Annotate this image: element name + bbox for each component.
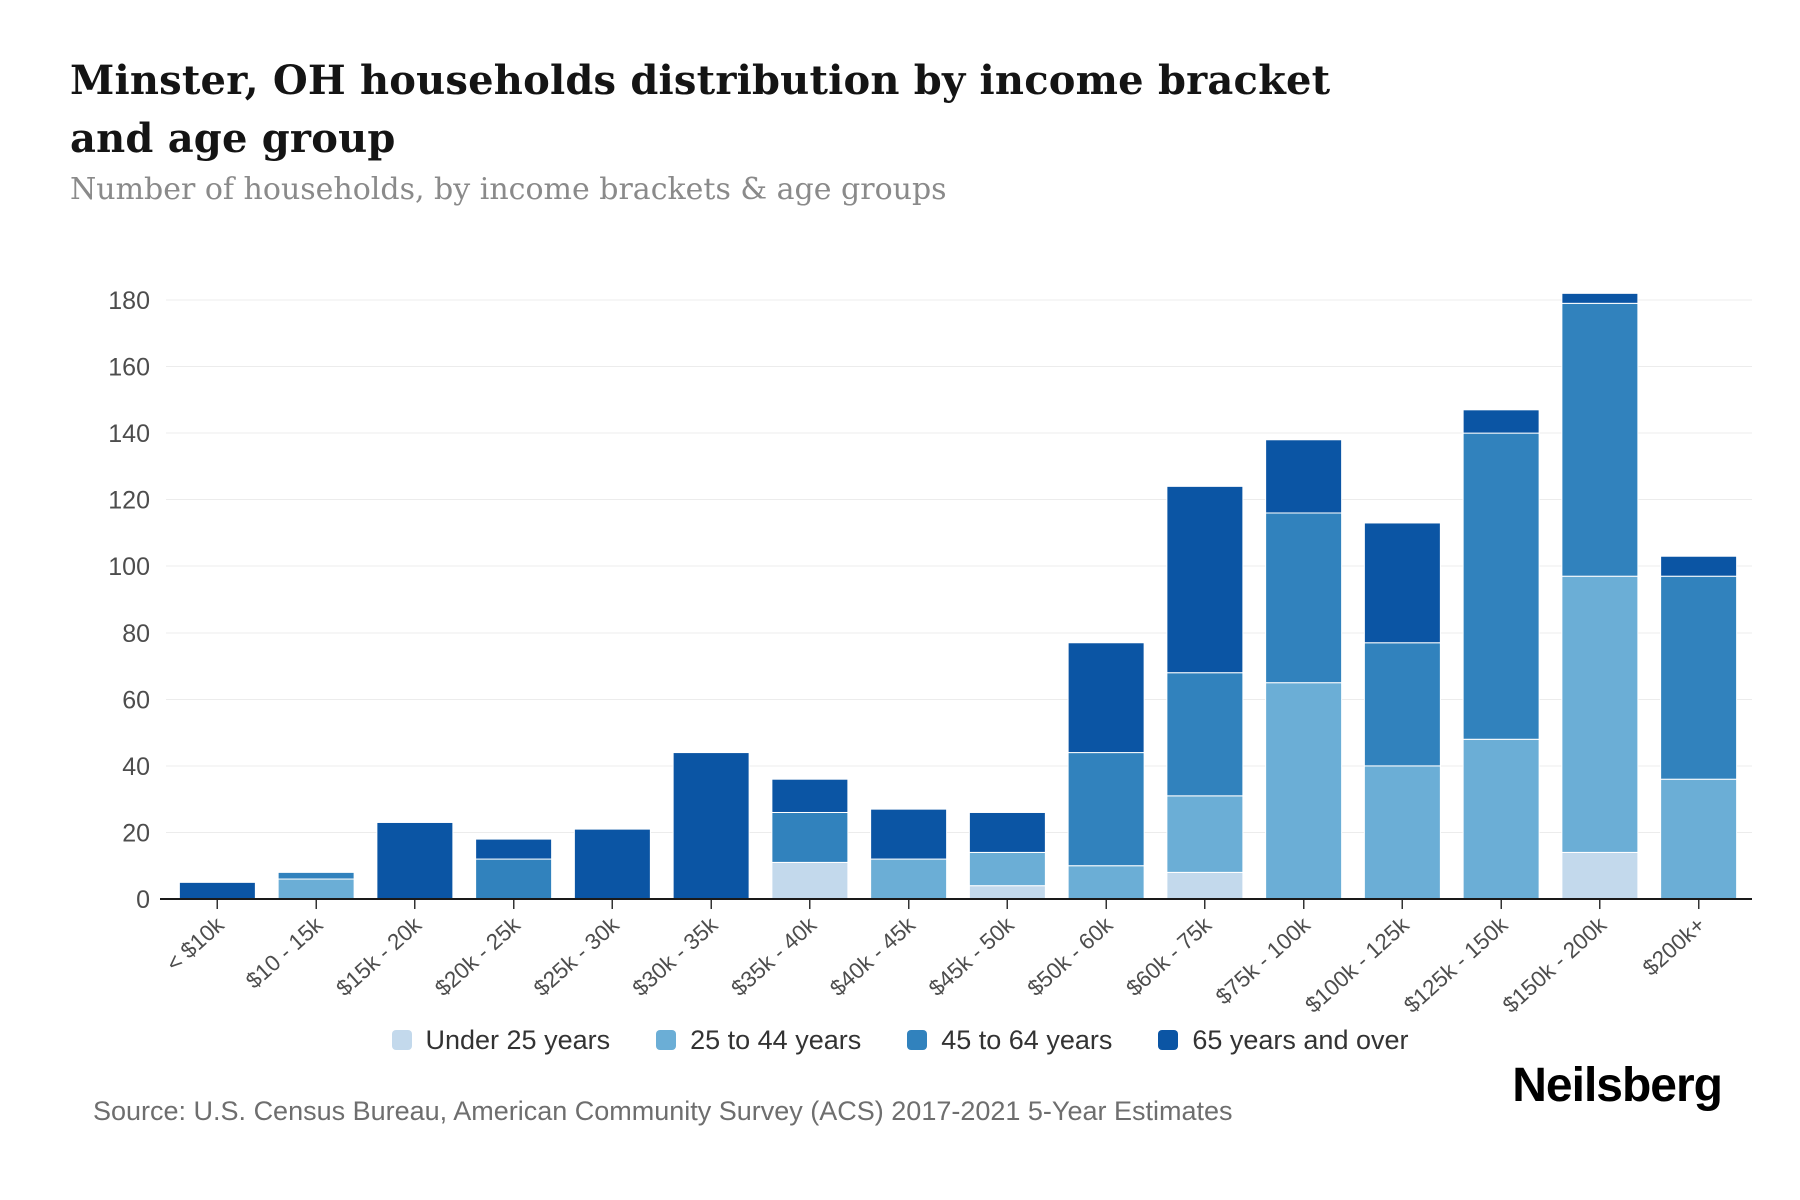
y-axis-tick-label: 80 bbox=[122, 620, 150, 648]
x-axis-category-label: $60k - 75k bbox=[1121, 912, 1216, 1001]
page-subtitle: Number of households, by income brackets… bbox=[70, 172, 947, 207]
x-axis-category-label: $125k - 150k bbox=[1399, 912, 1513, 1012]
bar-segment[interactable] bbox=[771, 811, 849, 863]
bar-segment[interactable] bbox=[1067, 752, 1145, 867]
bar-segment[interactable] bbox=[1462, 432, 1540, 740]
chart-area: 0 20 40 60 80 100 120 140 160 180 < $10k $10 - 15k $… bbox=[0, 232, 1800, 1018]
bar-segment[interactable] bbox=[1166, 672, 1244, 797]
y-axis-tick-label: 100 bbox=[108, 553, 150, 581]
bar-segment[interactable] bbox=[573, 828, 651, 900]
y-axis-tick-label: 40 bbox=[122, 753, 150, 781]
x-axis-category-label: $200k+ bbox=[1638, 912, 1710, 980]
bar-segment[interactable] bbox=[1561, 302, 1639, 577]
bar-segment[interactable] bbox=[277, 871, 355, 880]
y-axis-tick-label: 140 bbox=[108, 420, 150, 448]
bar-segment[interactable] bbox=[771, 778, 849, 813]
source-note: Source: U.S. Census Bureau, American Com… bbox=[93, 1096, 1233, 1126]
bar-segment[interactable] bbox=[1561, 292, 1639, 304]
legend-label: 25 to 44 years bbox=[690, 1024, 862, 1055]
bar-segment[interactable] bbox=[1363, 765, 1441, 900]
x-axis-category-label: $20k - 25k bbox=[430, 912, 525, 1001]
bar-segment[interactable] bbox=[475, 838, 553, 860]
legend-swatch-icon bbox=[391, 1030, 412, 1050]
bar-segment[interactable] bbox=[771, 861, 849, 900]
bar-segment[interactable] bbox=[277, 878, 355, 900]
y-axis-tick-label: 120 bbox=[108, 487, 150, 515]
bar-segment[interactable] bbox=[1265, 512, 1343, 684]
x-axis-category-label: $75k - 100k bbox=[1211, 912, 1316, 1010]
bar-segment[interactable] bbox=[1660, 778, 1738, 900]
x-axis-category-label: $10 - 15k bbox=[241, 912, 328, 994]
bar-segment[interactable] bbox=[672, 752, 750, 900]
legend-swatch-icon bbox=[656, 1030, 677, 1050]
bar-segment[interactable] bbox=[1561, 851, 1639, 900]
y-axis-tick-label: 0 bbox=[136, 886, 150, 914]
legend-swatch-icon bbox=[1158, 1030, 1179, 1050]
bar-segment[interactable] bbox=[178, 881, 256, 900]
legend-item-45-to-64-years[interactable]: 45 to 64 years bbox=[907, 1025, 1112, 1056]
bar-segment[interactable] bbox=[968, 885, 1046, 900]
legend-label: Under 25 years bbox=[425, 1024, 611, 1055]
bar-segment[interactable] bbox=[1462, 738, 1540, 900]
bar-segment[interactable] bbox=[1166, 485, 1244, 674]
x-axis-category-label: $15k - 20k bbox=[331, 912, 426, 1001]
bar-segment[interactable] bbox=[870, 858, 948, 900]
bar-segment[interactable] bbox=[1561, 575, 1639, 853]
x-axis-category-label: $40k - 45k bbox=[825, 912, 920, 1001]
y-axis-tick-label: 160 bbox=[108, 354, 150, 382]
x-axis-category-label: < $10k bbox=[161, 912, 229, 977]
legend-item-65-years-and-over[interactable]: 65 years and over bbox=[1158, 1024, 1409, 1056]
bar-segment[interactable] bbox=[376, 821, 454, 900]
bar-segment[interactable] bbox=[1363, 522, 1441, 644]
bar-segment[interactable] bbox=[1462, 409, 1540, 434]
legend-item-25-to-44-years[interactable]: 25 to 44 years bbox=[656, 1025, 861, 1056]
x-axis-category-label: $25k - 30k bbox=[529, 912, 624, 1001]
chart-legend: Under 25 years 25 to 44 years 45 to 64 yea… bbox=[0, 1012, 1800, 1068]
bar-segment[interactable] bbox=[1660, 575, 1738, 780]
x-axis-category-label: $35k - 40k bbox=[726, 912, 821, 1001]
x-axis-category-label: $30k - 35k bbox=[628, 912, 723, 1001]
x-axis-category-label: $45k - 50k bbox=[924, 912, 1019, 1001]
y-axis-tick-label: 60 bbox=[122, 686, 150, 714]
neilsberg-logo: Neilsberg bbox=[1512, 1059, 1723, 1112]
x-axis-category-label: $100k - 125k bbox=[1300, 912, 1414, 1012]
bar-segment[interactable] bbox=[1067, 865, 1145, 900]
bar-segment[interactable] bbox=[1166, 871, 1244, 900]
bar-segment[interactable] bbox=[1660, 555, 1738, 577]
legend-swatch-icon bbox=[907, 1030, 928, 1050]
bar-segment[interactable] bbox=[1265, 682, 1343, 900]
y-axis-tick-label: 20 bbox=[122, 819, 150, 847]
page-title: Minster, OH households distribution by i… bbox=[70, 57, 1331, 162]
x-axis-category-label: $150k - 200k bbox=[1498, 912, 1612, 1012]
bar-segment[interactable] bbox=[870, 808, 948, 860]
x-axis-category-label: $50k - 60k bbox=[1023, 912, 1118, 1001]
legend-label: 65 years and over bbox=[1192, 1024, 1409, 1055]
bar-segment[interactable] bbox=[1166, 795, 1244, 873]
bar-segment[interactable] bbox=[968, 851, 1046, 887]
bar-segment[interactable] bbox=[475, 858, 553, 900]
bar-segment[interactable] bbox=[1363, 642, 1441, 767]
y-axis-tick-label: 180 bbox=[108, 287, 150, 315]
bar-segment[interactable] bbox=[1265, 439, 1343, 514]
bar-segment[interactable] bbox=[968, 811, 1046, 853]
bar-segment[interactable] bbox=[1067, 642, 1145, 754]
legend-item-under-25-years[interactable]: Under 25 years bbox=[391, 1024, 611, 1056]
legend-label: 45 to 64 years bbox=[941, 1024, 1113, 1055]
